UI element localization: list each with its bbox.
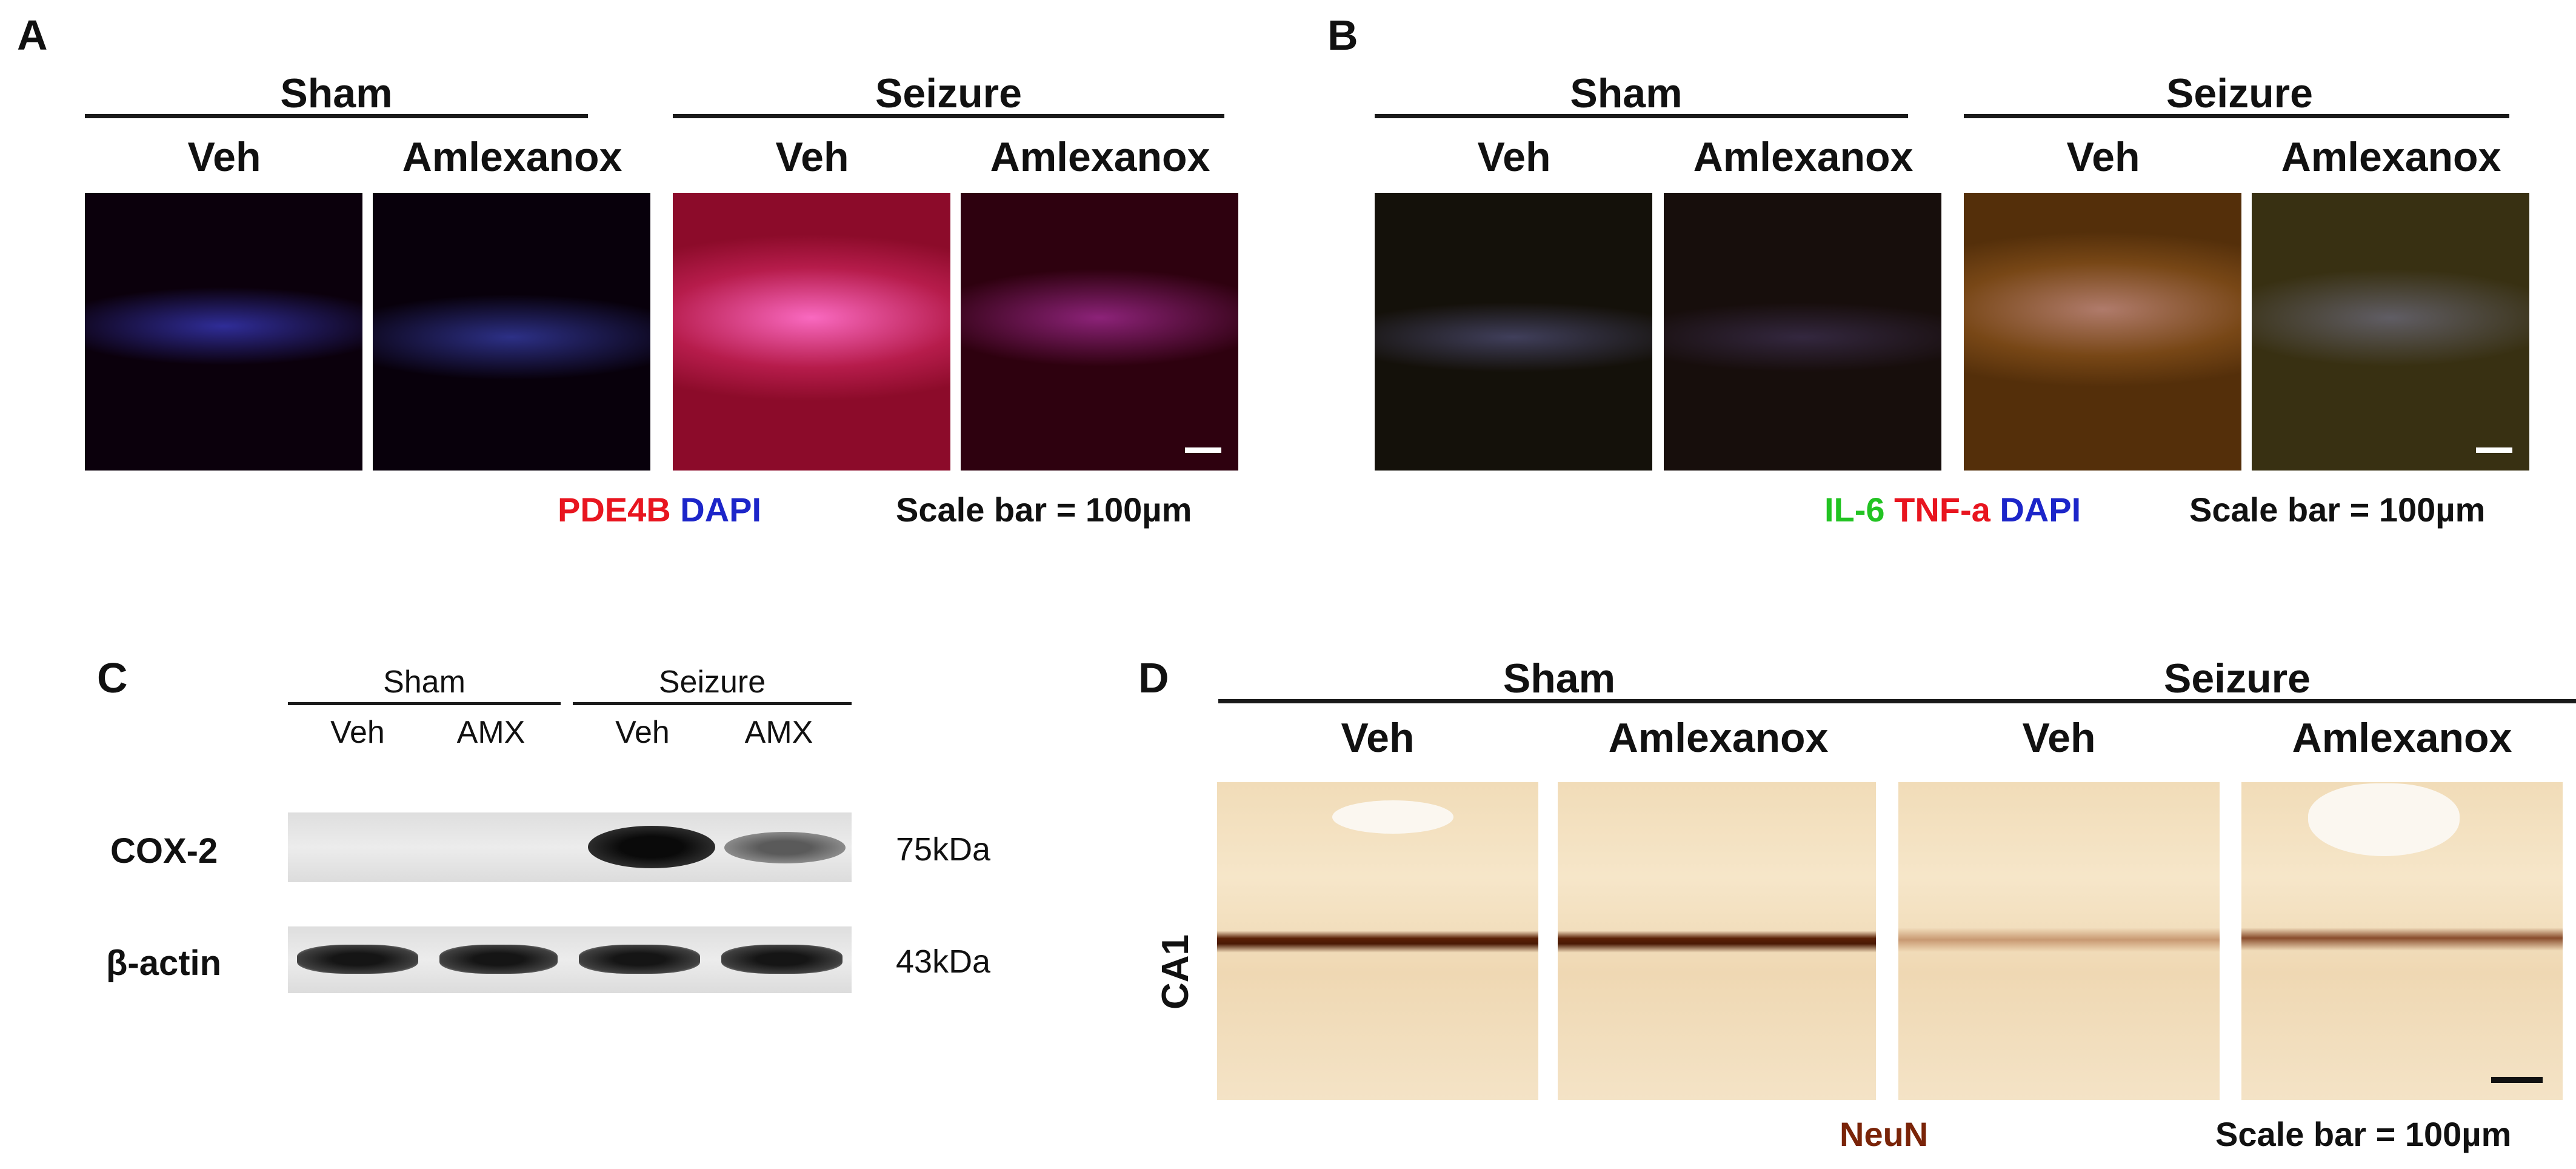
panel-b-cond-4: Amlexanox [2281,134,2501,180]
panel-a-scale-bar [1185,447,1221,453]
panel-c-rule-sham [288,702,561,705]
panel-b-micrograph-sham-veh [1375,193,1652,471]
panel-b-cond-1: Veh [1477,134,1551,180]
panel-d-rule-sham [1218,699,1900,703]
panel-c-size-actin: 43kDa [896,943,991,980]
panel-d-legend-neun: NeuN [1840,1115,1929,1153]
panel-c-band-actin-3 [579,945,700,974]
panel-c-cond-4: AMX [744,715,813,750]
panel-c-band-actin-2 [439,945,558,974]
panel-a-cond-2: Amlexanox [402,134,622,180]
panel-d-group-sham: Sham [1503,655,1616,702]
panel-c-size-cox2: 75kDa [896,831,991,868]
panel-b-rule-seizure [1964,114,2509,118]
panel-b-legend-il6: IL-6 [1824,491,1885,529]
panel-d-scale-bar [2491,1077,2543,1083]
panel-b-micrograph-seizure-veh [1964,193,2241,471]
panel-c-letter: C [97,654,128,702]
panel-d-cond-2: Amlexanox [1608,715,1829,761]
panel-c-group-seizure: Seizure [658,665,766,700]
panel-d-cond-3: Veh [2022,715,2096,761]
panel-b-legend: IL-6 TNF-a DAPI [1824,490,2081,529]
panel-c-cond-3: Veh [615,715,670,750]
panel-b-micrograph-sham-amlexanox [1664,193,1941,471]
panel-c-band-actin-4 [721,945,843,974]
panel-d-micrograph-sham-amlexanox [1558,782,1876,1100]
panel-a-legend-dapi: DAPI [680,491,762,529]
panel-c-band-cox2-4 [724,832,846,863]
panel-b-legend-dapi: DAPI [2000,491,2081,529]
panel-c-row-label-actin: β-actin [106,943,222,983]
panel-c-band-cox2-3 [588,826,715,868]
panel-c-row-label-cox2: COX-2 [110,831,218,871]
panel-a-letter: A [17,12,48,59]
panel-d-micrograph-sham-veh [1217,782,1538,1100]
panel-a-legend: PDE4B DAPI [558,490,761,529]
panel-a-micrograph-sham-veh [85,193,362,471]
panel-a-legend-pde4b: PDE4B [558,491,671,529]
panel-b-group-sham: Sham [1570,70,1683,116]
panel-b-cond-3: Veh [2066,134,2140,180]
panel-d-row-label-ca1: CA1 [1140,934,1212,1010]
panel-c-strip-cox2 [288,812,852,882]
panel-c-cond-2: AMX [456,715,526,750]
panel-c-rule-seizure [573,702,852,705]
panel-d-letter: D [1138,654,1169,702]
panel-d-rule-seizure [1898,699,2576,703]
panel-a-scale-label: Scale bar = 100µm [896,491,1192,529]
panel-c-cond-1: Veh [330,715,385,750]
panel-a-cond-4: Amlexanox [990,134,1210,180]
panel-a-micrograph-seizure-veh [673,193,950,471]
panel-d-scale-label: Scale bar = 100µm [2215,1115,2512,1153]
panel-b-letter: B [1327,12,1358,59]
panel-a-cond-1: Veh [187,134,261,180]
panel-b-scale-bar [2476,447,2512,453]
panel-a-micrograph-sham-amlexanox [373,193,650,471]
panel-b-rule-sham [1375,114,1908,118]
panel-a-group-sham: Sham [280,70,393,116]
panel-a-cond-3: Veh [775,134,849,180]
panel-d-cond-1: Veh [1341,715,1415,761]
panel-c-strip-actin [288,926,852,993]
panel-c-group-sham: Sham [383,665,465,700]
panel-d-cond-4: Amlexanox [2292,715,2512,761]
panel-b-cond-2: Amlexanox [1693,134,1914,180]
panel-b-micrograph-seizure-amlexanox [2252,193,2529,471]
panel-d-micrograph-seizure-amlexanox [2241,782,2563,1100]
panel-d-ca1-text: CA1 [1155,934,1196,1010]
panel-a-rule-seizure [673,114,1224,118]
panel-d-group-seizure: Seizure [2164,655,2311,702]
panel-a-group-seizure: Seizure [875,70,1022,116]
panel-b-scale-label: Scale bar = 100µm [2189,491,2486,529]
panel-a-micrograph-seizure-amlexanox [961,193,1238,471]
panel-a-rule-sham [85,114,588,118]
panel-d-micrograph-seizure-veh [1898,782,2220,1100]
panel-b-group-seizure: Seizure [2166,70,2313,116]
panel-c-band-actin-1 [297,945,418,974]
panel-b-legend-tnfa: TNF-a [1894,491,1990,529]
